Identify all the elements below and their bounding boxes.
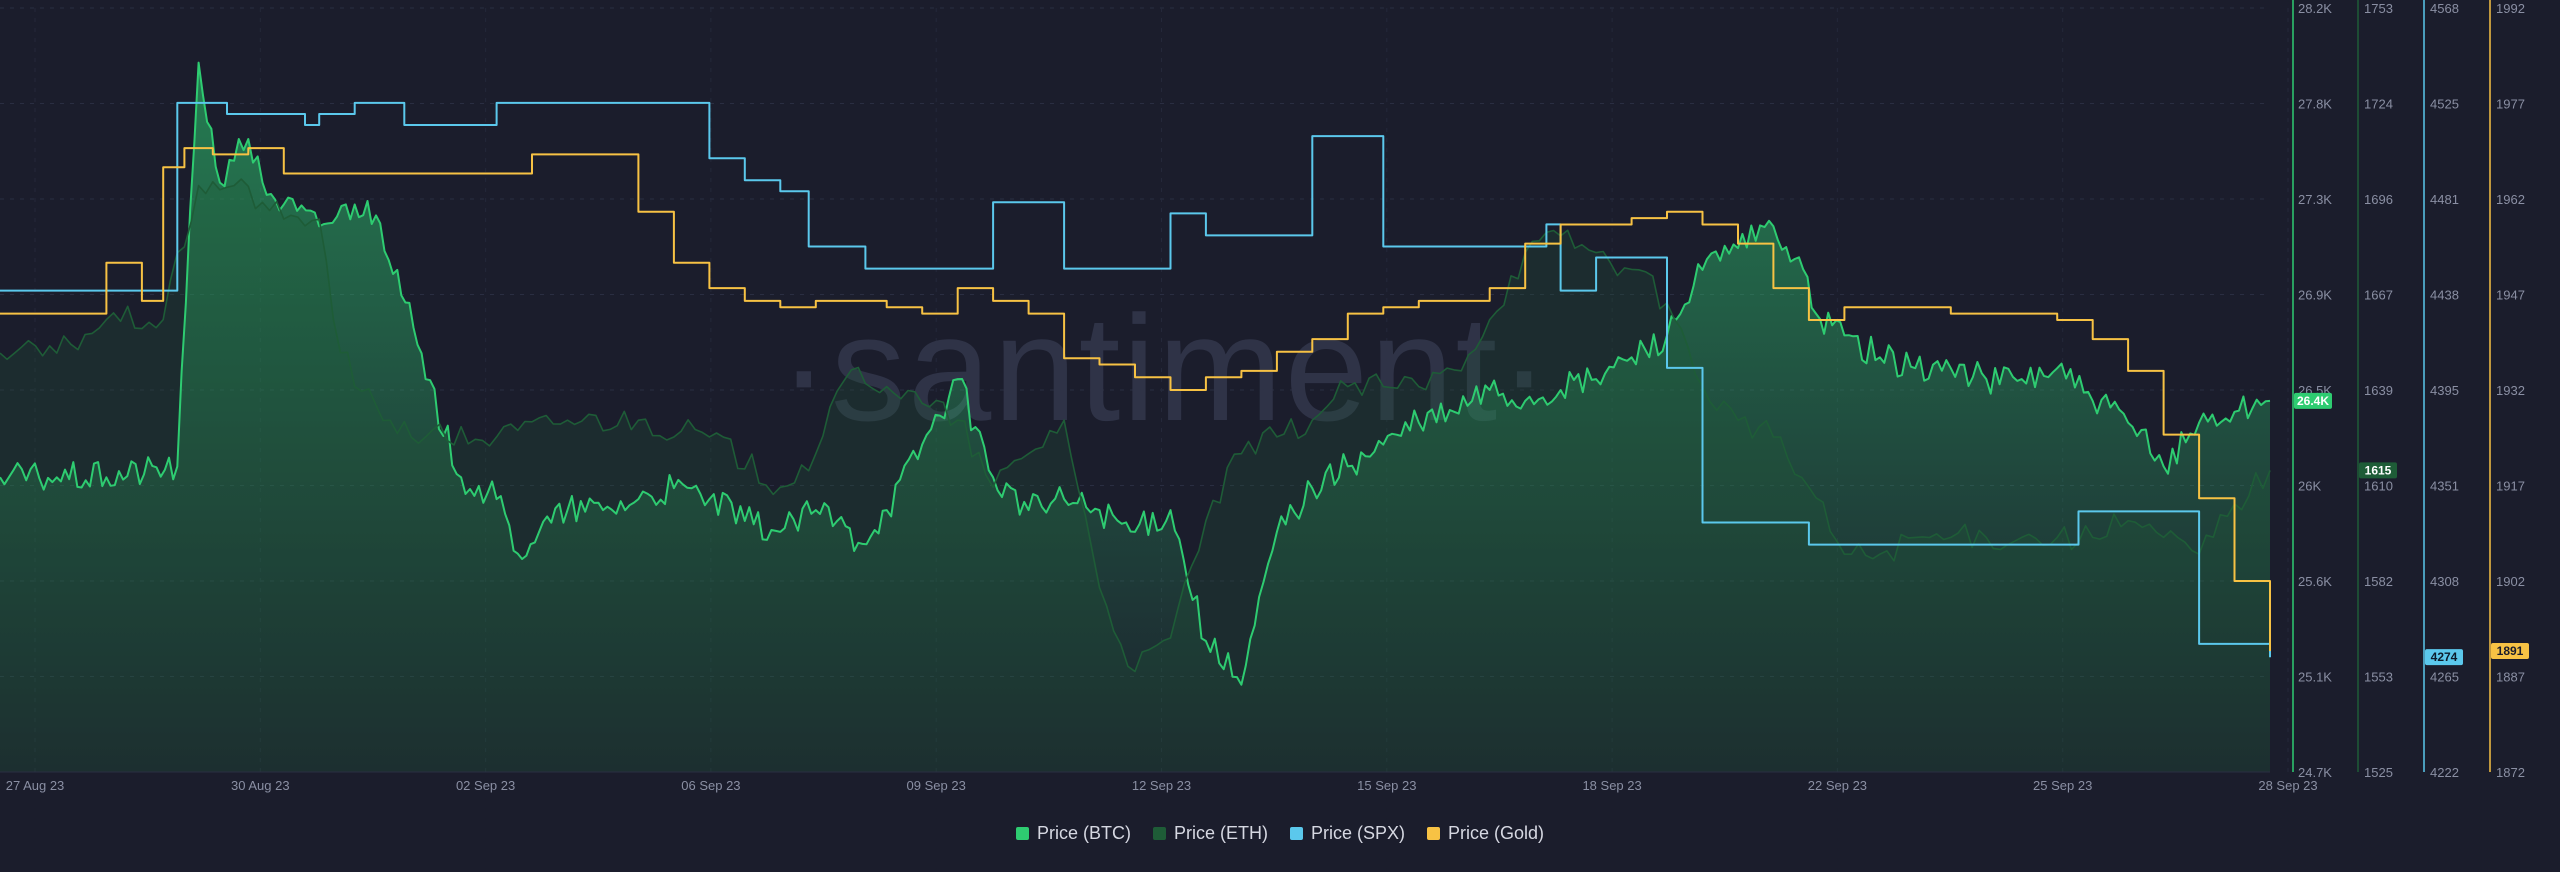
legend-item-eth[interactable]: Price (ETH) [1152, 822, 1268, 844]
legend-swatch-gold [1427, 826, 1440, 840]
legend-label-btc: Price (BTC) [1036, 822, 1131, 843]
y-tick-spx: 4395 [2430, 383, 2459, 398]
y-tick-gold: 1917 [2496, 479, 2525, 494]
y-tick-eth: 1553 [2364, 670, 2393, 685]
x-tick-label: 09 Sep 23 [907, 778, 966, 793]
price-btc-area [0, 62, 2270, 773]
x-tick-label: 22 Sep 23 [1808, 778, 1867, 793]
badge-btc [2294, 392, 2332, 409]
legend-swatch-btc [1015, 826, 1029, 840]
y-tick-btc: 24.7K [2298, 765, 2332, 780]
badge-gold [2491, 643, 2529, 660]
badge-spx [2425, 649, 2463, 666]
price-gold-line [0, 147, 2271, 651]
legend-label-spx: Price (SPX) [1310, 822, 1405, 843]
x-tick-label: 28 Sep 23 [2258, 778, 2317, 793]
last-value-badges: 26.4K 1615 4274 1891 [2294, 392, 2529, 666]
x-tick-label: 27 Aug 23 [6, 778, 65, 793]
y-tick-eth: 1639 [2364, 383, 2393, 398]
x-tick-label: 18 Sep 23 [1582, 778, 1641, 793]
y-tick-btc: 27.3K [2298, 192, 2332, 207]
y-tick-gold: 1872 [2496, 765, 2525, 780]
y-tick-gold: 1932 [2496, 383, 2525, 398]
series-lines [0, 61, 2271, 686]
y-tick-spx: 4568 [2430, 1, 2459, 16]
legend-label-eth: Price (ETH) [1173, 822, 1268, 843]
legend-item-btc[interactable]: Price (BTC) [1015, 822, 1131, 844]
x-tick-label: 02 Sep 23 [456, 778, 515, 793]
legend-item-gold[interactable]: Price (Gold) [1427, 823, 1544, 844]
y-tick-btc: 27.8K [2298, 97, 2332, 112]
y-tick-btc: 25.1K [2298, 670, 2332, 685]
y-tick-spx: 4222 [2430, 765, 2459, 780]
y-tick-spx: 4525 [2430, 97, 2459, 112]
x-tick-label: 06 Sep 23 [681, 778, 740, 793]
y-tick-spx: 4265 [2430, 670, 2459, 685]
price-spx-line [0, 101, 2271, 658]
x-axis: 27 Aug 23 30 Aug 23 02 Sep 23 06 Sep 23 09 S… [0, 771, 2318, 793]
y-axes: 28.2K27.8K27.3K26.9K26.5K26K25.6K25.1K24… [2292, 0, 2525, 780]
x-tick-label: 15 Sep 23 [1357, 778, 1416, 793]
y-tick-gold: 1977 [2496, 97, 2525, 112]
legend-swatch-eth [1152, 826, 1166, 840]
y-tick-spx: 4438 [2430, 288, 2459, 303]
y-tick-gold: 1902 [2496, 574, 2525, 589]
y-tick-eth: 1610 [2364, 479, 2393, 494]
badge-label-eth: 1615 [2365, 463, 2392, 477]
badge-label-gold: 1891 [2497, 644, 2524, 658]
y-tick-btc: 28.2K [2298, 1, 2332, 16]
badge-eth [2359, 462, 2397, 479]
y-tick-eth: 1724 [2364, 97, 2393, 112]
y-tick-gold: 1962 [2496, 192, 2525, 207]
price-btc-line [0, 61, 2271, 686]
santiment-watermark: ·santiment· [779, 284, 1551, 452]
y-tick-btc: 25.6K [2298, 574, 2332, 589]
x-tick-label: 30 Aug 23 [231, 778, 290, 793]
x-tick-label: 25 Sep 23 [2033, 778, 2092, 793]
legend-item-spx[interactable]: Price (SPX) [1289, 822, 1405, 844]
y-tick-spx: 4308 [2430, 574, 2459, 589]
y-tick-gold: 1887 [2496, 670, 2525, 685]
y-tick-eth: 1667 [2364, 288, 2393, 303]
y-tick-eth: 1582 [2364, 574, 2393, 589]
y-tick-eth: 1525 [2364, 765, 2393, 780]
y-tick-spx: 4351 [2430, 479, 2459, 494]
y-tick-eth: 1696 [2364, 192, 2393, 207]
legend-swatch-spx [1289, 826, 1303, 840]
y-tick-gold: 1992 [2496, 1, 2525, 16]
x-tick-label: 12 Sep 23 [1132, 778, 1191, 793]
badge-label-spx: 4274 [2431, 650, 2458, 664]
y-tick-gold: 1947 [2496, 288, 2525, 303]
badge-label-btc: 26.4K [2297, 394, 2329, 408]
y-tick-eth: 1753 [2364, 1, 2393, 16]
y-tick-btc: 26K [2298, 479, 2321, 494]
legend: Price (BTC) Price (ETH) Price (SPX) Pric… [0, 818, 2560, 848]
price-eth-line [0, 178, 2271, 673]
legend-label-gold: Price (Gold) [1448, 822, 1545, 843]
y-tick-btc: 26.9K [2298, 288, 2332, 303]
y-tick-spx: 4481 [2430, 192, 2459, 207]
price-eth-area [0, 179, 2270, 773]
btc-area [0, 62, 2270, 773]
